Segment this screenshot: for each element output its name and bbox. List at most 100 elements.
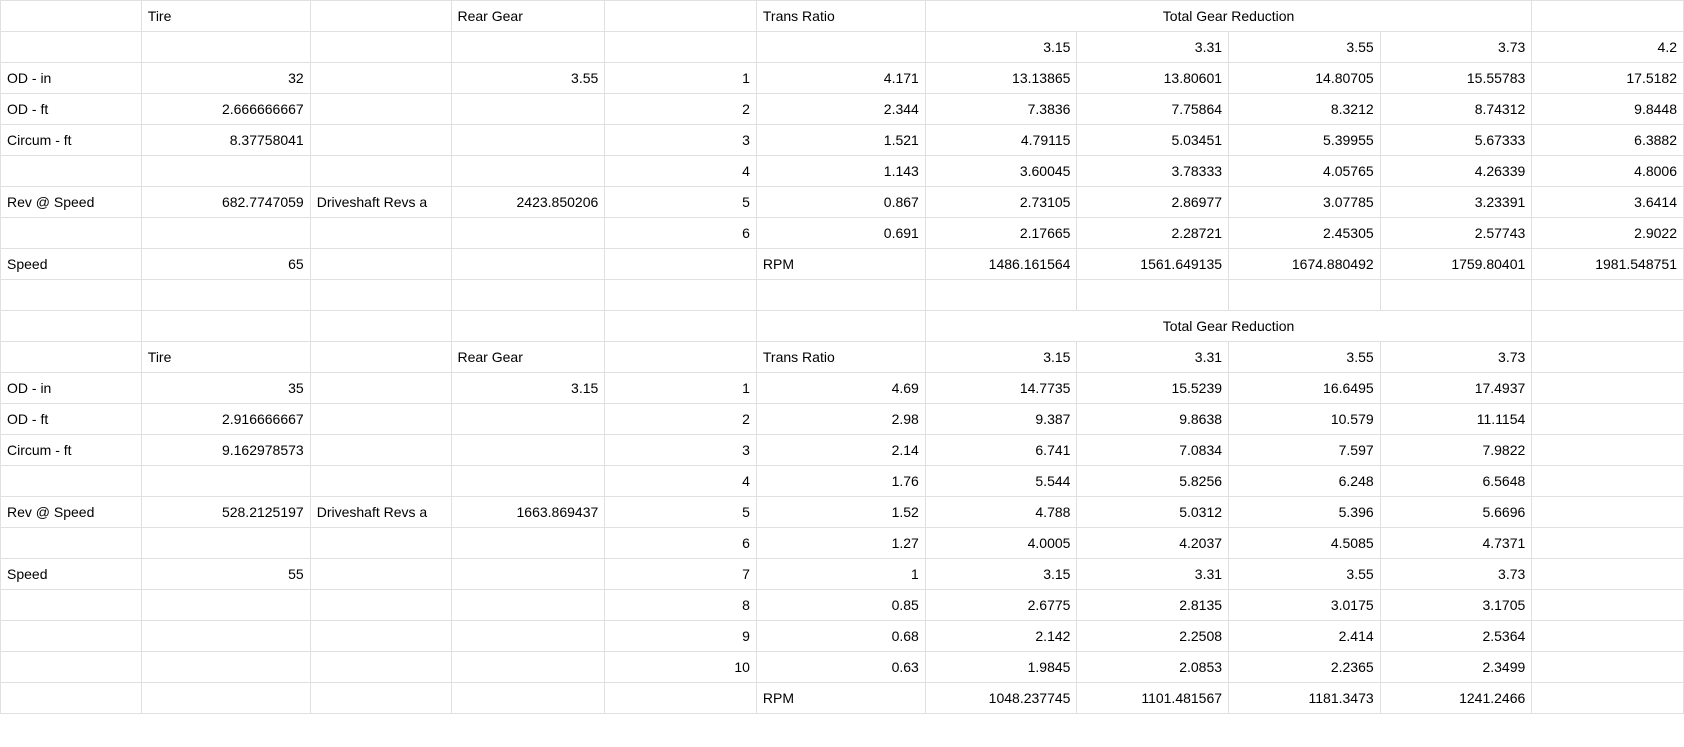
- cell[interactable]: 5.396: [1229, 497, 1381, 528]
- cell[interactable]: [310, 125, 451, 156]
- table-row[interactable]: OD - in 35 3.15 1 4.69 14.7735 15.5239 1…: [1, 373, 1684, 404]
- cell[interactable]: 1.143: [756, 156, 925, 187]
- rear-gear-header[interactable]: Rear Gear: [451, 1, 605, 32]
- cell[interactable]: 2.45305: [1229, 218, 1381, 249]
- cell[interactable]: [1532, 559, 1684, 590]
- cell[interactable]: 1663.869437: [451, 497, 605, 528]
- cell[interactable]: [1532, 621, 1684, 652]
- cell[interactable]: [1532, 342, 1684, 373]
- cell[interactable]: 1181.3473: [1229, 683, 1381, 714]
- ratio-col-header[interactable]: 3.55: [1229, 32, 1381, 63]
- cell[interactable]: [310, 218, 451, 249]
- cell[interactable]: 15.55783: [1380, 63, 1532, 94]
- cell[interactable]: [1532, 497, 1684, 528]
- cell[interactable]: 4.05765: [1229, 156, 1381, 187]
- cell[interactable]: [756, 311, 925, 342]
- cell[interactable]: [1532, 1, 1684, 32]
- ratio-col-header[interactable]: 4.2: [1532, 32, 1684, 63]
- cell[interactable]: 3.73: [1380, 559, 1532, 590]
- cell[interactable]: [141, 32, 310, 63]
- table-row[interactable]: Speed 65 RPM 1486.161564 1561.649135 167…: [1, 249, 1684, 280]
- cell[interactable]: 14.80705: [1229, 63, 1381, 94]
- cell[interactable]: [451, 435, 605, 466]
- cell[interactable]: 0.691: [756, 218, 925, 249]
- cell[interactable]: 1241.2466: [1380, 683, 1532, 714]
- cell[interactable]: 3.78333: [1077, 156, 1229, 187]
- cell[interactable]: [310, 94, 451, 125]
- cell[interactable]: 2.142: [925, 621, 1077, 652]
- cell[interactable]: 2.2365: [1229, 652, 1381, 683]
- cell[interactable]: [1532, 280, 1684, 311]
- cell[interactable]: 4: [605, 156, 757, 187]
- cell[interactable]: 4.0005: [925, 528, 1077, 559]
- table-row[interactable]: [1, 280, 1684, 311]
- row-label[interactable]: Circum - ft: [1, 125, 142, 156]
- cell[interactable]: [1, 528, 142, 559]
- cell[interactable]: [141, 466, 310, 497]
- cell[interactable]: 2.73105: [925, 187, 1077, 218]
- cell[interactable]: 4.69: [756, 373, 925, 404]
- cell[interactable]: 9.8448: [1532, 94, 1684, 125]
- cell[interactable]: 7.75864: [1077, 94, 1229, 125]
- cell[interactable]: 6.5648: [1380, 466, 1532, 497]
- cell[interactable]: 13.80601: [1077, 63, 1229, 94]
- cell[interactable]: 3.55: [451, 63, 605, 94]
- cell[interactable]: [141, 218, 310, 249]
- cell[interactable]: 0.85: [756, 590, 925, 621]
- cell[interactable]: 2.8135: [1077, 590, 1229, 621]
- row-label[interactable]: Circum - ft: [1, 435, 142, 466]
- cell[interactable]: RPM: [756, 249, 925, 280]
- cell[interactable]: [451, 590, 605, 621]
- table-row[interactable]: OD - ft 2.916666667 2 2.98 9.387 9.8638 …: [1, 404, 1684, 435]
- cell[interactable]: 35: [141, 373, 310, 404]
- cell[interactable]: [1532, 683, 1684, 714]
- cell[interactable]: 14.7735: [925, 373, 1077, 404]
- cell[interactable]: 1674.880492: [1229, 249, 1381, 280]
- cell[interactable]: 0.68: [756, 621, 925, 652]
- cell[interactable]: 7.3836: [925, 94, 1077, 125]
- cell[interactable]: 8.3212: [1229, 94, 1381, 125]
- cell[interactable]: 1561.649135: [1077, 249, 1229, 280]
- cell[interactable]: 8: [605, 590, 757, 621]
- cell[interactable]: 4.5085: [1229, 528, 1381, 559]
- cell[interactable]: [1, 311, 142, 342]
- cell[interactable]: 5.6696: [1380, 497, 1532, 528]
- cell[interactable]: 5.544: [925, 466, 1077, 497]
- ratio-col-header[interactable]: 3.73: [1380, 32, 1532, 63]
- cell[interactable]: 1: [605, 63, 757, 94]
- cell[interactable]: [605, 683, 757, 714]
- cell[interactable]: 2.17665: [925, 218, 1077, 249]
- cell[interactable]: 7.597: [1229, 435, 1381, 466]
- cell[interactable]: 0.63: [756, 652, 925, 683]
- ratio-col-header[interactable]: 3.55: [1229, 342, 1381, 373]
- table-row[interactable]: 6 1.27 4.0005 4.2037 4.5085 4.7371: [1, 528, 1684, 559]
- cell[interactable]: 1.76: [756, 466, 925, 497]
- cell[interactable]: 3.07785: [1229, 187, 1381, 218]
- cell[interactable]: 55: [141, 559, 310, 590]
- cell[interactable]: [451, 466, 605, 497]
- cell[interactable]: 2.86977: [1077, 187, 1229, 218]
- cell[interactable]: [310, 435, 451, 466]
- cell[interactable]: [451, 32, 605, 63]
- cell[interactable]: [451, 156, 605, 187]
- cell[interactable]: [451, 218, 605, 249]
- cell[interactable]: [1229, 280, 1381, 311]
- cell[interactable]: 3.1705: [1380, 590, 1532, 621]
- cell[interactable]: [451, 125, 605, 156]
- row-label[interactable]: OD - in: [1, 373, 142, 404]
- cell[interactable]: 6.248: [1229, 466, 1381, 497]
- cell[interactable]: [1532, 528, 1684, 559]
- cell[interactable]: 5.0312: [1077, 497, 1229, 528]
- cell[interactable]: [1, 218, 142, 249]
- cell[interactable]: 1759.80401: [1380, 249, 1532, 280]
- cell[interactable]: 9.387: [925, 404, 1077, 435]
- cell[interactable]: 2.2508: [1077, 621, 1229, 652]
- row-label[interactable]: Rev @ Speed: [1, 187, 142, 218]
- cell[interactable]: [1, 32, 142, 63]
- cell[interactable]: 9.162978573: [141, 435, 310, 466]
- cell[interactable]: 10.579: [1229, 404, 1381, 435]
- cell[interactable]: 2.666666667: [141, 94, 310, 125]
- cell[interactable]: [310, 280, 451, 311]
- cell[interactable]: [310, 528, 451, 559]
- cell[interactable]: [1, 156, 142, 187]
